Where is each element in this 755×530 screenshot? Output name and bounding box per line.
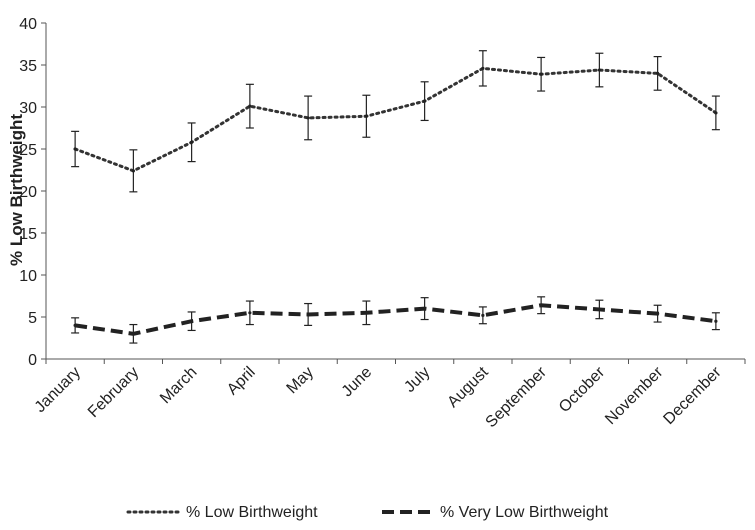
data-point: [714, 319, 718, 323]
x-tick-label: November: [602, 363, 667, 428]
x-tick-label: May: [284, 364, 317, 397]
x-tick-label: January: [32, 364, 84, 416]
data-point: [248, 104, 252, 108]
x-tick-label: December: [660, 363, 725, 428]
y-tick-label: 20: [19, 184, 37, 201]
data-point: [597, 307, 601, 312]
data-point: [73, 147, 77, 151]
series-line: [74, 303, 717, 336]
data-point: [539, 72, 543, 76]
series-low-birthweight: [71, 50, 720, 193]
x-tick-label: September: [483, 363, 551, 431]
data-point: [364, 311, 368, 315]
data-point: [364, 114, 368, 118]
data-point: [656, 71, 660, 75]
y-tick-label: 25: [19, 142, 37, 159]
x-tick-label: February: [85, 364, 142, 421]
y-axis-ticks: 0 5 10 15 20 25 30 35 40: [19, 16, 46, 369]
x-tick-label: June: [339, 364, 376, 401]
legend-label: % Low Birthweight: [186, 504, 318, 521]
data-point: [131, 169, 135, 173]
data-point: [306, 312, 310, 317]
y-axis-title: % Low Birthweight: [7, 114, 26, 266]
y-tick-label: 15: [19, 226, 37, 243]
data-point: [656, 312, 660, 316]
x-tick-label: August: [444, 363, 492, 411]
y-tick-label: 30: [19, 100, 37, 117]
data-point: [248, 311, 252, 315]
legend-label: % Very Low Birthweight: [440, 504, 609, 521]
y-tick-label: 40: [19, 16, 37, 33]
data-point: [190, 140, 194, 144]
x-tick-label: October: [556, 363, 609, 416]
x-tick-label: April: [224, 364, 259, 399]
x-tick-label: July: [401, 364, 433, 396]
data-point: [539, 303, 543, 307]
data-point: [131, 332, 135, 336]
data-point: [423, 99, 427, 103]
legend: % Low Birthweight % Very Low Birthweight: [126, 504, 609, 521]
series-very-low-birthweight: [71, 296, 720, 344]
x-axis-ticks: January February March April May June July Augu…: [32, 359, 746, 431]
y-tick-label: 0: [28, 352, 37, 369]
axes: [45, 23, 745, 360]
data-point: [481, 313, 485, 317]
data-point: [714, 111, 718, 115]
data-point: [306, 116, 310, 120]
series-line: [73, 66, 718, 173]
y-tick-label: 35: [19, 58, 37, 75]
y-tick-label: 10: [19, 268, 37, 285]
legend-item-low-birthweight: % Low Birthweight: [126, 504, 318, 521]
data-point: [423, 307, 427, 311]
data-point: [73, 323, 77, 327]
data-point: [481, 66, 485, 70]
y-tick-label: 5: [28, 310, 37, 327]
data-point: [190, 319, 194, 323]
data-point: [597, 68, 601, 72]
x-tick-label: March: [157, 364, 200, 407]
series: [71, 50, 720, 344]
legend-item-very-low-birthweight: % Very Low Birthweight: [382, 504, 609, 521]
